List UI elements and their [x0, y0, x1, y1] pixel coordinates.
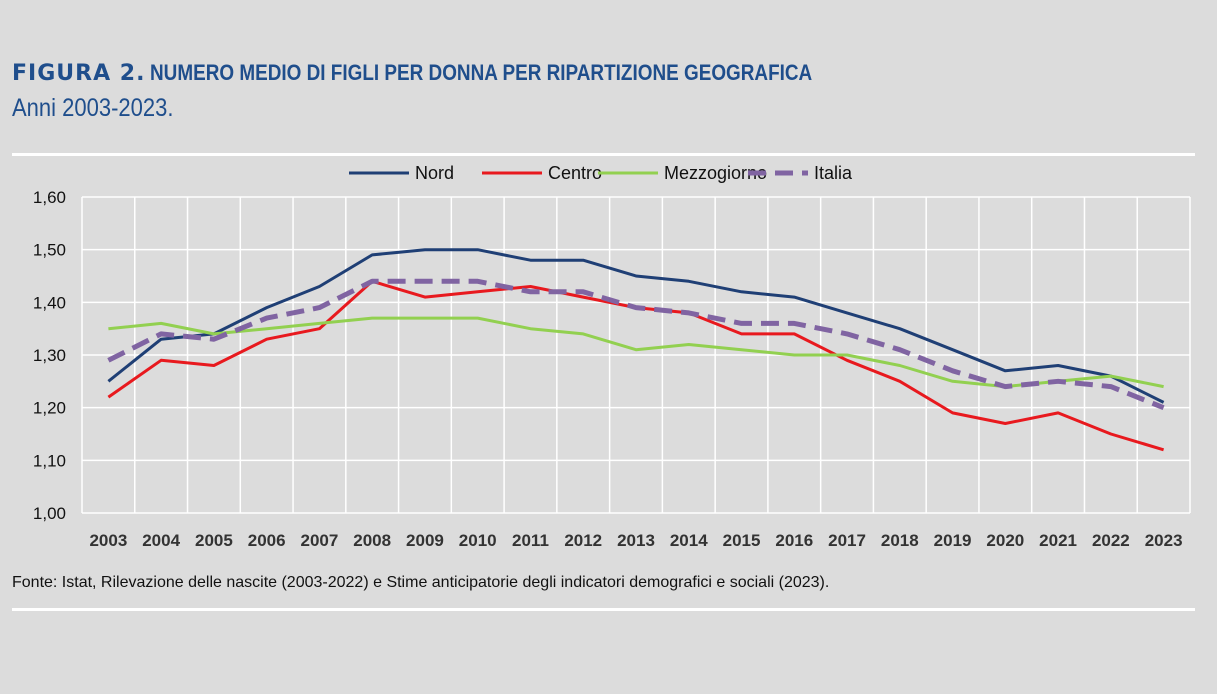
- x-tick-label: 2016: [775, 531, 813, 550]
- x-tick-label: 2003: [89, 531, 127, 550]
- figure-title-text: NUMERO MEDIO DI FIGLI PER DONNA PER RIPA…: [149, 60, 813, 85]
- y-tick-label: 1,60: [33, 188, 66, 207]
- y-tick-label: 1,00: [33, 504, 66, 523]
- x-tick-label: 2011: [512, 531, 549, 550]
- x-tick-label: 2009: [406, 531, 444, 550]
- source-note: Fonte: Istat, Rilevazione delle nascite …: [12, 574, 830, 591]
- figure-label: FIGURA 2.: [12, 61, 146, 86]
- x-tick-label: 2004: [142, 531, 180, 550]
- x-tick-label: 2007: [301, 531, 339, 550]
- series-line-nord: [107, 248, 1165, 404]
- x-tick-label: 2012: [564, 531, 602, 550]
- y-tick-label: 1,10: [33, 451, 66, 470]
- x-tick-label: 2021: [1039, 531, 1077, 550]
- x-tick-label: 2006: [248, 531, 286, 550]
- x-tick-label: 2019: [934, 531, 972, 550]
- x-tick-label: 2015: [723, 531, 761, 550]
- y-tick-label: 1,40: [33, 293, 66, 312]
- x-tick-label: 2018: [881, 531, 919, 550]
- x-tick-label: 2005: [195, 531, 233, 550]
- series-line-mezzogiorno: [108, 316, 1164, 389]
- legend-label-nord: Nord: [415, 163, 454, 183]
- bottom-divider: [12, 608, 1195, 611]
- legend-label-centro: Centro: [548, 163, 602, 183]
- y-tick-label: 1,30: [33, 346, 66, 365]
- x-tick-label: 2010: [459, 531, 497, 550]
- legend-label-italia: Italia: [814, 163, 853, 183]
- x-tick-label: 2013: [617, 531, 655, 550]
- top-divider: [12, 153, 1195, 156]
- x-tick-label: 2008: [353, 531, 391, 550]
- x-tick-label: 2017: [828, 531, 866, 550]
- x-tick-label: 2014: [670, 531, 708, 550]
- y-tick-label: 1,50: [33, 241, 66, 260]
- x-tick-label: 2023: [1145, 531, 1183, 550]
- x-tick-label: 2020: [986, 531, 1024, 550]
- legend-label-mezzogiorno: Mezzogiorno: [664, 163, 767, 183]
- x-tick-label: 2022: [1092, 531, 1130, 550]
- y-tick-label: 1,20: [33, 399, 66, 418]
- figure-subtitle: Anni 2003-2023.: [12, 94, 174, 122]
- series-line-italia: [107, 278, 1165, 411]
- figure-title: FIGURA 2. NUMERO MEDIO DI FIGLI PER DONN…: [12, 60, 920, 86]
